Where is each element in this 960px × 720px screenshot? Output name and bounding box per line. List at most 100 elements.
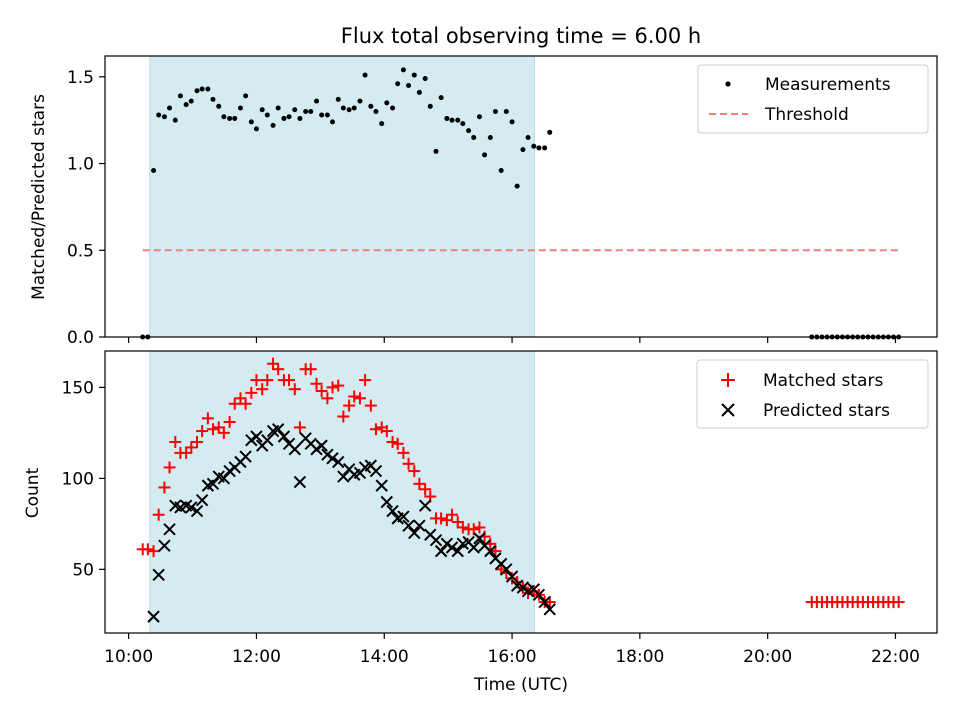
- measurement-point: [324, 112, 330, 118]
- measurement-point: [188, 98, 194, 104]
- measurement-point: [536, 145, 542, 151]
- matched-star-point: [451, 516, 464, 529]
- matched-star-point: [359, 374, 372, 387]
- measurement-point: [509, 119, 515, 125]
- top-ylabel: Matched/Predicted stars: [29, 94, 49, 300]
- measurement-point: [368, 103, 374, 109]
- matched-star-point: [348, 390, 361, 403]
- top-ytick-label: 0.5: [67, 241, 94, 261]
- top-axis-ticks: 0.0 0.5 1.0 1.5: [67, 68, 897, 348]
- matched-star-point: [201, 412, 214, 425]
- predicted-star-point: [505, 570, 519, 583]
- measurement-point: [194, 88, 200, 94]
- measurement-point: [156, 112, 162, 118]
- matched-star-point: [234, 392, 247, 405]
- predicted-star-point: [440, 537, 454, 551]
- predicted-star-point: [538, 595, 551, 609]
- bottom-axis-ticks: 50 100 150 10:00 12:00 14:00 16:00 18:00 20:00 22…: [62, 378, 920, 667]
- measurement-point: [455, 117, 461, 123]
- measurement-point: [308, 109, 314, 115]
- predicted-star-point: [206, 477, 220, 491]
- measurement-point: [177, 93, 183, 99]
- measurement-point: [357, 98, 363, 104]
- matched-star-point: [402, 457, 415, 470]
- predicted-star-point: [288, 443, 301, 456]
- bottom-xtick-label: 10:00: [104, 647, 153, 667]
- matched-star-point: [267, 357, 280, 370]
- measurement-point: [286, 114, 292, 120]
- legend-label-predicted: Predicted stars: [763, 401, 890, 421]
- matched-star-point: [256, 383, 269, 396]
- measurement-point: [216, 103, 222, 109]
- measurement-point: [400, 67, 406, 73]
- bottom-legend: Matched stars Predicted stars: [696, 359, 929, 429]
- legend-label-matched: Matched stars: [763, 371, 883, 391]
- measurement-point: [379, 121, 385, 127]
- matched-star-point: [191, 435, 204, 448]
- predicted-star-point: [413, 519, 426, 532]
- matched-star-point: [169, 435, 182, 448]
- measurement-point: [460, 121, 466, 127]
- matched-star-point: [288, 383, 301, 396]
- matched-star-point: [413, 477, 426, 490]
- legend-label-measurements: Measurements: [765, 75, 891, 95]
- matched-star-point: [283, 374, 296, 387]
- matched-star-point: [364, 399, 377, 412]
- measurement-point: [520, 147, 526, 153]
- measurement-point: [264, 112, 270, 118]
- top-ytick-label: 1.0: [67, 155, 94, 175]
- bottom-data-layer: [136, 357, 905, 623]
- matched-star-point: [435, 512, 448, 525]
- predicted-star-point: [158, 539, 171, 552]
- measurement-point: [373, 109, 379, 115]
- measurement-point: [503, 109, 509, 115]
- measurement-point: [297, 115, 303, 121]
- measurement-point: [167, 105, 173, 111]
- predicted-star-point: [239, 450, 252, 463]
- measurement-point: [406, 82, 412, 88]
- bottom-panel: 50 100 150 10:00 12:00 14:00 16:00 18:00 20:00 22…: [23, 350, 938, 695]
- matched-star-point: [315, 385, 328, 398]
- bottom-xtick-label: 22:00: [871, 647, 920, 667]
- measurement-point: [438, 95, 444, 101]
- predicted-star-point: [429, 534, 443, 547]
- matched-star-point: [245, 386, 258, 399]
- predicted-star-point: [434, 544, 448, 558]
- matched-star-point: [445, 508, 458, 521]
- measurement-point: [525, 135, 531, 141]
- matched-star-point: [304, 363, 317, 376]
- predicted-star-point: [223, 464, 236, 478]
- matched-star-point: [892, 596, 905, 609]
- matched-star-point: [141, 543, 154, 556]
- measurement-point: [292, 107, 298, 113]
- measurement-point: [227, 115, 233, 121]
- predicted-star-point: [397, 510, 410, 523]
- predicted-star-point: [402, 519, 415, 532]
- predicted-star-point: [451, 544, 464, 558]
- matched-star-point: [163, 461, 176, 474]
- predicted-star-point: [445, 541, 459, 554]
- predicted-star-point: [500, 563, 513, 576]
- measurement-point: [411, 72, 417, 78]
- bottom-ytick-label: 50: [72, 560, 94, 580]
- measurement-point: [351, 105, 357, 111]
- measurement-point: [471, 135, 477, 141]
- matched-star-point: [272, 363, 285, 376]
- predicted-star-point: [532, 588, 546, 602]
- measurement-point: [444, 115, 450, 121]
- predicted-star-point: [190, 504, 204, 518]
- measurement-point: [329, 119, 335, 125]
- predicted-star-point: [163, 523, 176, 536]
- predicted-star-point: [369, 464, 383, 478]
- bottom-xtick-label: 12:00: [232, 647, 281, 667]
- bottom-axes-frame: [104, 350, 938, 634]
- predicted-star-point: [516, 581, 530, 594]
- measurement-point: [210, 96, 216, 102]
- measurement-point: [433, 148, 439, 154]
- measurement-point: [492, 109, 498, 115]
- measurement-point: [476, 114, 482, 120]
- matched-star-point: [185, 441, 198, 454]
- matched-star-point: [391, 437, 404, 450]
- matched-star-point: [152, 508, 165, 521]
